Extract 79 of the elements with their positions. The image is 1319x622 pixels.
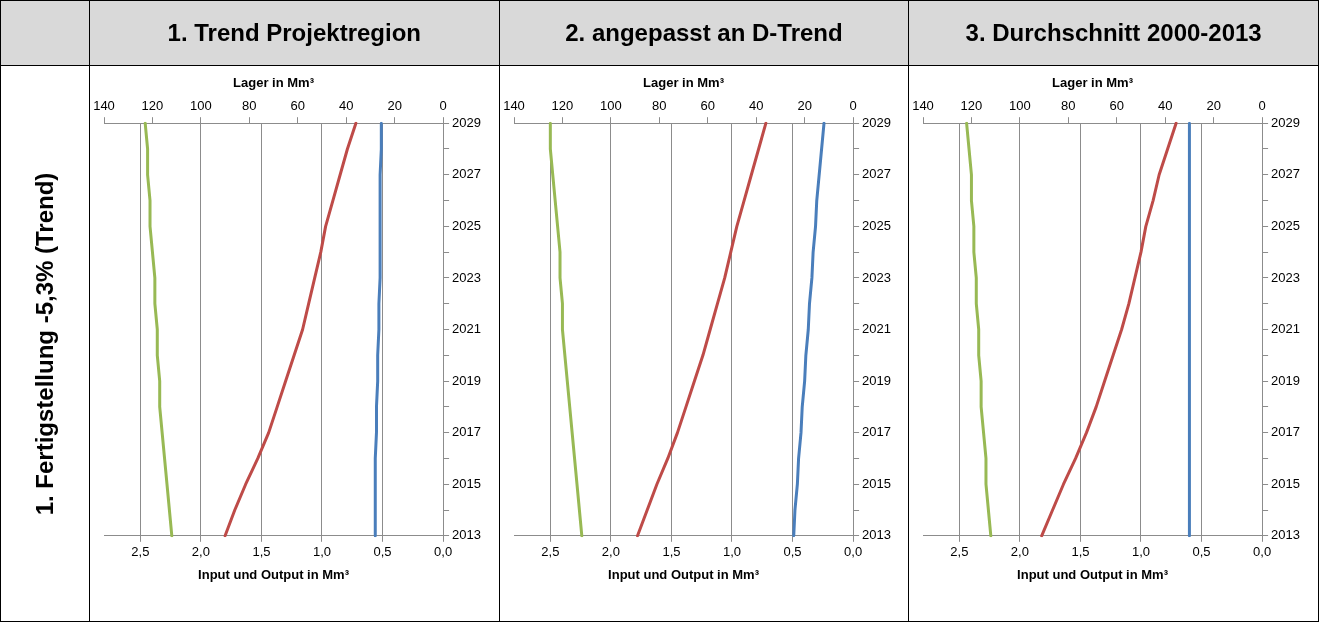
y-tick-label: 2027 <box>452 166 481 182</box>
x-axis-title: Input und Output in Mm³ <box>1017 566 1169 582</box>
y-tick-label: 2015 <box>452 475 481 491</box>
chart-title: 3. Durchschnitt 2000-2013 <box>909 1 1318 66</box>
x-tick-label: 2,0 <box>601 544 620 560</box>
x2-tick-label: 80 <box>651 97 667 113</box>
x-tick-label: 1,5 <box>662 544 681 560</box>
y-tick-label: 2017 <box>452 424 481 440</box>
x-tick-label: 1,5 <box>252 544 271 560</box>
x2-tick-label: 20 <box>387 97 402 113</box>
y-tick-label: 2021 <box>861 321 891 337</box>
x2-axis-title: Lager in Mm³ <box>642 75 725 91</box>
y-tick-label: 2013 <box>452 527 481 543</box>
y-tick-label: 2021 <box>452 321 481 337</box>
y-tick-label: 2023 <box>1271 269 1301 285</box>
x2-tick-label: 60 <box>1109 97 1125 113</box>
x2-tick-label: 140 <box>93 97 115 113</box>
y-tick-label: 2017 <box>1271 424 1301 440</box>
x-tick-label: 2,0 <box>1011 544 1030 560</box>
x-tick-label: 1,5 <box>1071 544 1090 560</box>
x-tick-label: 1,0 <box>312 544 331 560</box>
x2-tick-label: 80 <box>1061 97 1076 113</box>
chart-title: 2. angepasst an D-Trend <box>499 1 909 66</box>
y-tick-label: 2029 <box>452 114 481 130</box>
y-tick-label: 2023 <box>452 269 481 285</box>
x2-tick-label: 40 <box>1158 97 1173 113</box>
x2-tick-label: 100 <box>1009 97 1032 113</box>
x-tick-label: 2,0 <box>191 544 210 560</box>
x2-tick-label: 100 <box>189 97 212 113</box>
chart-title: 1. Trend Projektregion <box>89 1 499 66</box>
x-tick-label: 0,5 <box>1192 544 1211 560</box>
y-tick-label: 2025 <box>861 217 891 233</box>
y-tick-label: 2029 <box>1271 114 1301 130</box>
x2-tick-label: 120 <box>551 97 573 113</box>
x-tick-label: 0,0 <box>843 544 862 560</box>
x-tick-label: 2,5 <box>950 544 969 560</box>
x-axis-title: Input und Output in Mm³ <box>198 566 350 582</box>
x2-axis-title: Lager in Mm³ <box>233 75 315 91</box>
x2-tick-label: 60 <box>290 97 305 113</box>
y-tick-label: 2017 <box>861 424 891 440</box>
x2-tick-label: 120 <box>141 97 164 113</box>
x2-tick-label: 20 <box>1206 97 1222 113</box>
y-tick-label: 2013 <box>1271 527 1301 543</box>
y-tick-label: 2015 <box>1271 475 1301 491</box>
x-tick-label: 1,0 <box>1132 544 1151 560</box>
x2-tick-label: 140 <box>912 97 935 113</box>
y-tick-label: 2027 <box>1271 166 1301 182</box>
x2-axis-title: Lager in Mm³ <box>1052 75 1134 91</box>
x-tick-label: 0,0 <box>1253 544 1272 560</box>
x2-tick-label: 140 <box>502 97 525 113</box>
x-tick-label: 0,5 <box>783 544 802 560</box>
y-tick-label: 2019 <box>452 372 481 388</box>
x-axis-title: Input und Output in Mm³ <box>607 566 760 582</box>
x2-tick-label: 40 <box>338 97 354 113</box>
y-tick-label: 2027 <box>861 166 891 182</box>
x2-tick-label: 0 <box>439 97 447 113</box>
x2-tick-label: 0 <box>1258 97 1267 113</box>
x-tick-label: 0,5 <box>373 544 392 560</box>
y-tick-label: 2019 <box>861 372 891 388</box>
x-tick-label: 2,5 <box>131 544 150 560</box>
x-tick-label: 2,5 <box>540 544 559 560</box>
x2-tick-label: 20 <box>797 97 812 113</box>
x2-tick-label: 60 <box>700 97 715 113</box>
y-tick-label: 2029 <box>861 114 891 130</box>
y-tick-label: 2019 <box>1271 372 1301 388</box>
y-tick-label: 2025 <box>452 217 481 233</box>
y-tick-label: 2025 <box>1271 217 1301 233</box>
x-tick-label: 1,0 <box>722 544 741 560</box>
y-tick-label: 2013 <box>861 527 891 543</box>
y-tick-label: 2015 <box>861 475 891 491</box>
y-tick-label: 2023 <box>861 269 891 285</box>
text: 1. Fertigstellung -5,3% (Trend) <box>31 172 59 515</box>
x-tick-label: 0,0 <box>433 544 453 560</box>
x2-tick-label: 80 <box>242 97 257 113</box>
x2-tick-label: 100 <box>599 97 622 113</box>
x2-tick-label: 120 <box>960 97 983 113</box>
x2-tick-label: 40 <box>748 97 764 113</box>
x2-tick-label: 0 <box>849 97 857 113</box>
y-tick-label: 2021 <box>1271 321 1301 337</box>
